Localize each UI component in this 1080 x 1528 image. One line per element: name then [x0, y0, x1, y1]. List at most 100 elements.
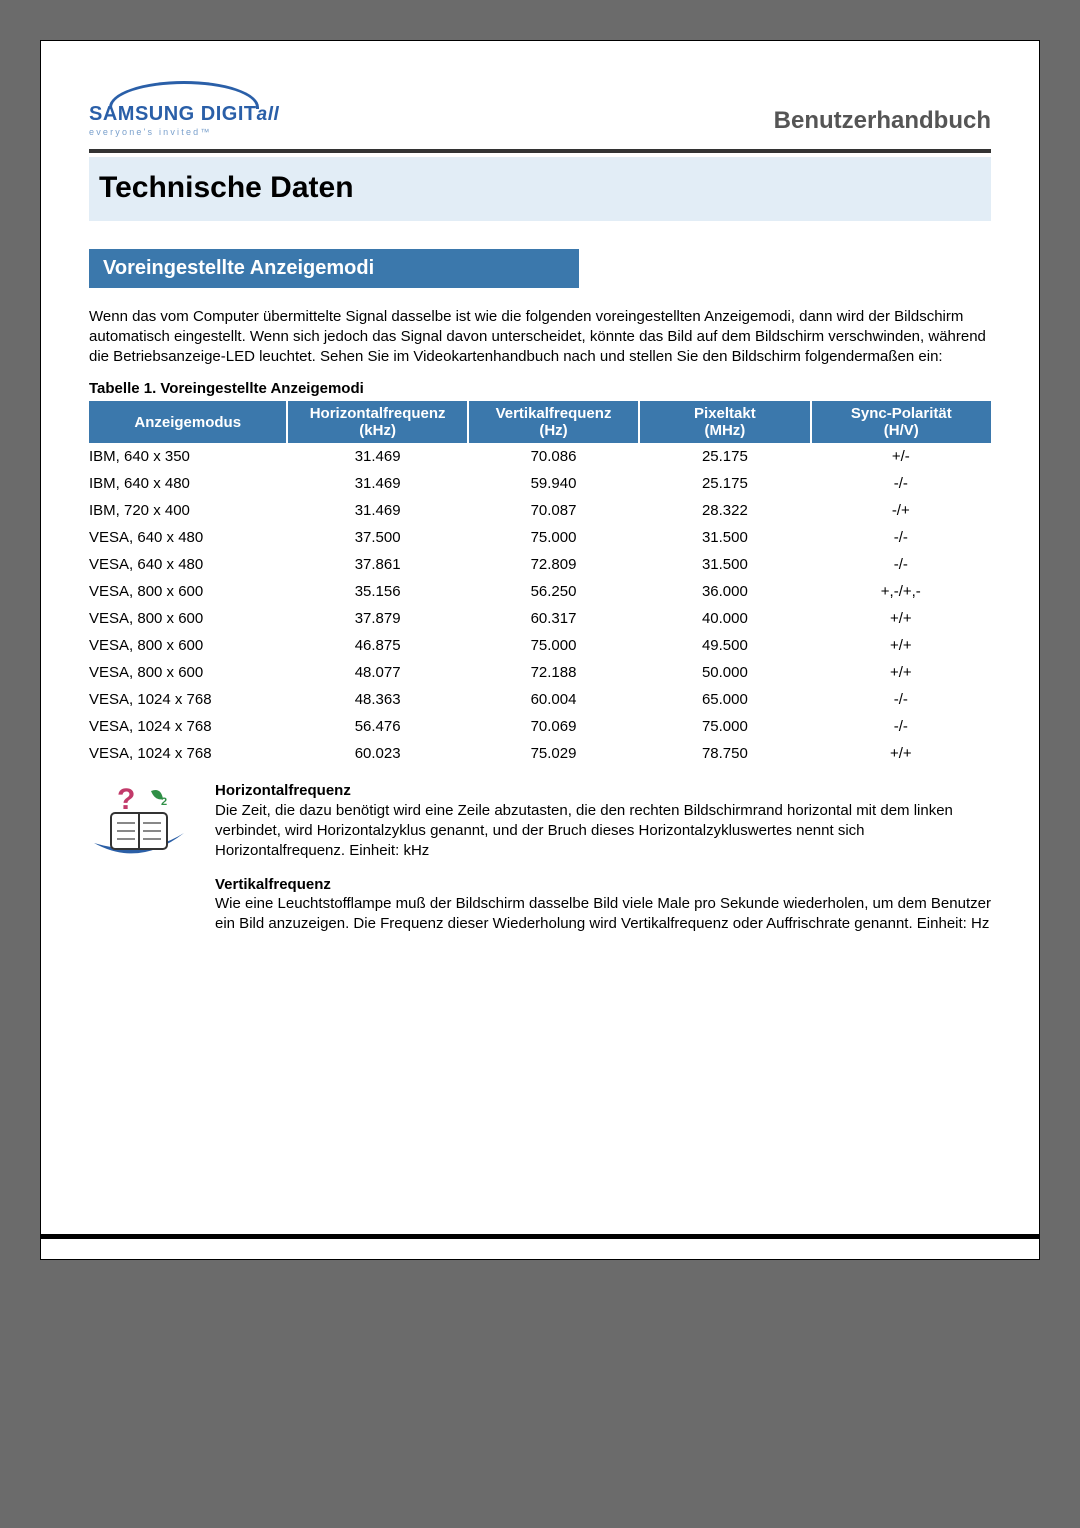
table-cell: 75.000	[639, 713, 810, 740]
footer-rule	[41, 1234, 1039, 1239]
table-cell: VESA, 1024 x 768	[89, 740, 287, 767]
table-cell: 59.940	[468, 470, 639, 497]
table-cell: -/+	[811, 497, 991, 524]
brand-logo: SAMSUNG DIGITall everyone's invited™	[89, 81, 279, 137]
table-row: IBM, 640 x 48031.46959.94025.175-/-	[89, 470, 991, 497]
table-cell: 60.004	[468, 686, 639, 713]
table-cell: 50.000	[639, 659, 810, 686]
table-cell: 60.317	[468, 605, 639, 632]
table-cell: 31.500	[639, 524, 810, 551]
table-cell: -/-	[811, 686, 991, 713]
table-cell: VESA, 800 x 600	[89, 578, 287, 605]
page-title-band: Technische Daten	[89, 157, 991, 221]
table-cell: 70.087	[468, 497, 639, 524]
table-cell: 72.809	[468, 551, 639, 578]
table-row: VESA, 800 x 60046.87575.00049.500+/+	[89, 632, 991, 659]
table-cell: 37.861	[287, 551, 467, 578]
table-cell: 70.069	[468, 713, 639, 740]
table-cell: 31.469	[287, 497, 467, 524]
table-cell: 40.000	[639, 605, 810, 632]
table-cell: 31.469	[287, 443, 467, 470]
table-cell: 78.750	[639, 740, 810, 767]
hf-definition: Die Zeit, die dazu benötigt wird eine Ze…	[215, 801, 991, 860]
hf-term: Horizontalfrequenz	[215, 781, 991, 801]
table-cell: 28.322	[639, 497, 810, 524]
table-cell: 56.250	[468, 578, 639, 605]
table-cell: +,-/+,-	[811, 578, 991, 605]
table-col-header: Vertikalfrequenz(Hz)	[468, 401, 639, 443]
table-cell: +/+	[811, 605, 991, 632]
table-row: VESA, 640 x 48037.50075.00031.500-/-	[89, 524, 991, 551]
table-cell: -/-	[811, 470, 991, 497]
table-cell: -/-	[811, 713, 991, 740]
table-cell: 70.086	[468, 443, 639, 470]
table-cell: 48.077	[287, 659, 467, 686]
brand-name: SAMSUNG DIGITall	[89, 103, 279, 125]
table-cell: 60.023	[287, 740, 467, 767]
table-cell: -/-	[811, 524, 991, 551]
table-cell: IBM, 640 x 350	[89, 443, 287, 470]
definitions-block: ? 2 Horizontalfrequenz Die Zeit, die daz…	[89, 781, 991, 934]
table-row: VESA, 800 x 60048.07772.18850.000+/+	[89, 659, 991, 686]
svg-text:2: 2	[161, 796, 167, 808]
table-cell: 56.476	[287, 713, 467, 740]
section-heading: Voreingestellte Anzeigemodi	[89, 249, 579, 288]
table-row: VESA, 1024 x 76848.36360.00465.000-/-	[89, 686, 991, 713]
table-col-header: Horizontalfrequenz(kHz)	[287, 401, 467, 443]
table-cell: IBM, 720 x 400	[89, 497, 287, 524]
section-heading-band: Voreingestellte Anzeigemodi	[89, 249, 991, 289]
table-row: IBM, 640 x 35031.46970.08625.175+/-	[89, 443, 991, 470]
table-col-header: Pixeltakt(MHz)	[639, 401, 810, 443]
table-cell: VESA, 800 x 600	[89, 659, 287, 686]
table-cell: +/+	[811, 632, 991, 659]
table-cell: VESA, 640 x 480	[89, 524, 287, 551]
table-cell: 31.469	[287, 470, 467, 497]
table-cell: IBM, 640 x 480	[89, 470, 287, 497]
table-row: IBM, 720 x 40031.46970.08728.322-/+	[89, 497, 991, 524]
page-title: Technische Daten	[89, 157, 991, 219]
table-row: VESA, 800 x 60035.15656.25036.000+,-/+,-	[89, 578, 991, 605]
table-caption: Tabelle 1. Voreingestellte Anzeigemodi	[89, 380, 991, 397]
intro-paragraph: Wenn das vom Computer übermittelte Signa…	[89, 307, 991, 366]
table-cell: 37.500	[287, 524, 467, 551]
document-title: Benutzerhandbuch	[774, 107, 991, 135]
table-body: IBM, 640 x 35031.46970.08625.175+/-IBM, …	[89, 443, 991, 767]
table-cell: 36.000	[639, 578, 810, 605]
table-cell: VESA, 800 x 600	[89, 605, 287, 632]
table-cell: 72.188	[468, 659, 639, 686]
display-modes-table: AnzeigemodusHorizontalfrequenz(kHz)Verti…	[89, 401, 991, 767]
table-cell: 49.500	[639, 632, 810, 659]
table-cell: 25.175	[639, 443, 810, 470]
page-header: SAMSUNG DIGITall everyone's invited™ Ben…	[89, 71, 991, 143]
table-row: VESA, 800 x 60037.87960.31740.000+/+	[89, 605, 991, 632]
table-cell: 75.000	[468, 524, 639, 551]
table-col-header: Anzeigemodus	[89, 401, 287, 443]
table-cell: 75.000	[468, 632, 639, 659]
brand-tagline: everyone's invited™	[89, 127, 279, 137]
table-cell: +/+	[811, 740, 991, 767]
table-cell: 35.156	[287, 578, 467, 605]
table-header: AnzeigemodusHorizontalfrequenz(kHz)Verti…	[89, 401, 991, 443]
info-book-icon: ? 2	[89, 781, 199, 934]
table-cell: 31.500	[639, 551, 810, 578]
divider	[89, 149, 991, 153]
table-row: VESA, 1024 x 76856.47670.06975.000-/-	[89, 713, 991, 740]
table-cell: +/-	[811, 443, 991, 470]
table-cell: 65.000	[639, 686, 810, 713]
table-cell: 48.363	[287, 686, 467, 713]
table-cell: 25.175	[639, 470, 810, 497]
table-cell: VESA, 800 x 600	[89, 632, 287, 659]
table-cell: VESA, 640 x 480	[89, 551, 287, 578]
table-cell: -/-	[811, 551, 991, 578]
table-cell: 75.029	[468, 740, 639, 767]
table-cell: VESA, 1024 x 768	[89, 713, 287, 740]
table-cell: +/+	[811, 659, 991, 686]
vf-term: Vertikalfrequenz	[215, 875, 991, 895]
vf-definition: Wie eine Leuchtstofflampe muß der Bildsc…	[215, 894, 991, 934]
table-cell: 46.875	[287, 632, 467, 659]
table-row: VESA, 1024 x 76860.02375.02978.750+/+	[89, 740, 991, 767]
table-cell: VESA, 1024 x 768	[89, 686, 287, 713]
table-col-header: Sync-Polarität(H/V)	[811, 401, 991, 443]
table-row: VESA, 640 x 48037.86172.80931.500-/-	[89, 551, 991, 578]
table-cell: 37.879	[287, 605, 467, 632]
